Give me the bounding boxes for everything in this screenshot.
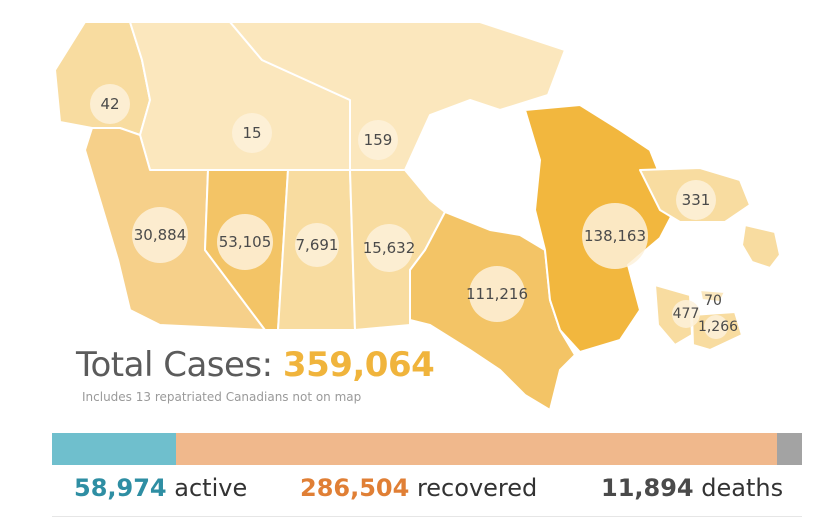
bubble-pe: 70	[704, 293, 722, 309]
cases-ab: 53,105	[219, 233, 272, 251]
case-breakdown-bar	[52, 433, 802, 465]
cases-yt: 42	[100, 95, 119, 113]
total-cases-label: Total Cases:	[76, 345, 273, 385]
case-breakdown-stats: 58,974 active 286,504 recovered 11,894 d…	[52, 474, 802, 508]
newfoundland-island[interactable]	[741, 224, 781, 269]
cases-nu: 159	[364, 131, 393, 149]
bubble-nt: 15	[232, 113, 272, 153]
cases-sk: 7,691	[296, 236, 339, 254]
active-label: active	[174, 474, 248, 502]
deaths-segment	[777, 433, 802, 465]
deaths-stat: 11,894 deaths	[601, 474, 783, 502]
total-cases: Total Cases: 359,064	[76, 345, 435, 385]
recovered-label: recovered	[416, 474, 538, 502]
active-segment	[52, 433, 176, 465]
divider	[52, 516, 802, 517]
deaths-label: deaths	[701, 474, 784, 502]
cases-mb: 15,632	[363, 239, 416, 257]
cases-bc: 30,884	[134, 226, 187, 244]
recovered-segment	[175, 433, 778, 465]
bubble-ns: 1,266	[698, 315, 738, 339]
cases-qc: 138,163	[584, 227, 646, 245]
repatriated-note: Includes 13 repatriated Canadians not on…	[82, 390, 362, 404]
canada-map: 42 15 159 30,884 53,105 7,691 15,632 11	[54, 21, 781, 411]
cases-nt: 15	[242, 124, 261, 142]
cases-nl: 331	[682, 191, 711, 209]
bubble-bc: 30,884	[132, 207, 188, 263]
recovered-count: 286,504	[300, 474, 410, 502]
bubble-ab: 53,105	[217, 214, 273, 270]
bubble-qc: 138,163	[582, 203, 648, 269]
bubble-nl: 331	[676, 180, 716, 220]
cases-ns: 1,266	[698, 319, 738, 335]
bubble-nb: 477	[672, 300, 700, 328]
active-count: 58,974	[74, 474, 167, 502]
total-cases-value: 359,064	[282, 345, 435, 385]
cases-nb: 477	[673, 306, 700, 322]
deaths-count: 11,894	[601, 474, 694, 502]
active-stat: 58,974 active	[74, 474, 247, 502]
province-nu[interactable]	[229, 21, 566, 171]
bubble-mb: 15,632	[363, 224, 416, 272]
cases-on: 111,216	[466, 285, 528, 303]
bubble-on: 111,216	[466, 266, 528, 322]
province-pe[interactable]	[699, 289, 726, 303]
bubble-nu: 159	[358, 120, 398, 160]
bubble-yt: 42	[90, 84, 130, 124]
bubble-sk: 7,691	[295, 223, 339, 267]
recovered-stat: 286,504 recovered	[300, 474, 537, 502]
cases-pe: 70	[704, 293, 722, 309]
